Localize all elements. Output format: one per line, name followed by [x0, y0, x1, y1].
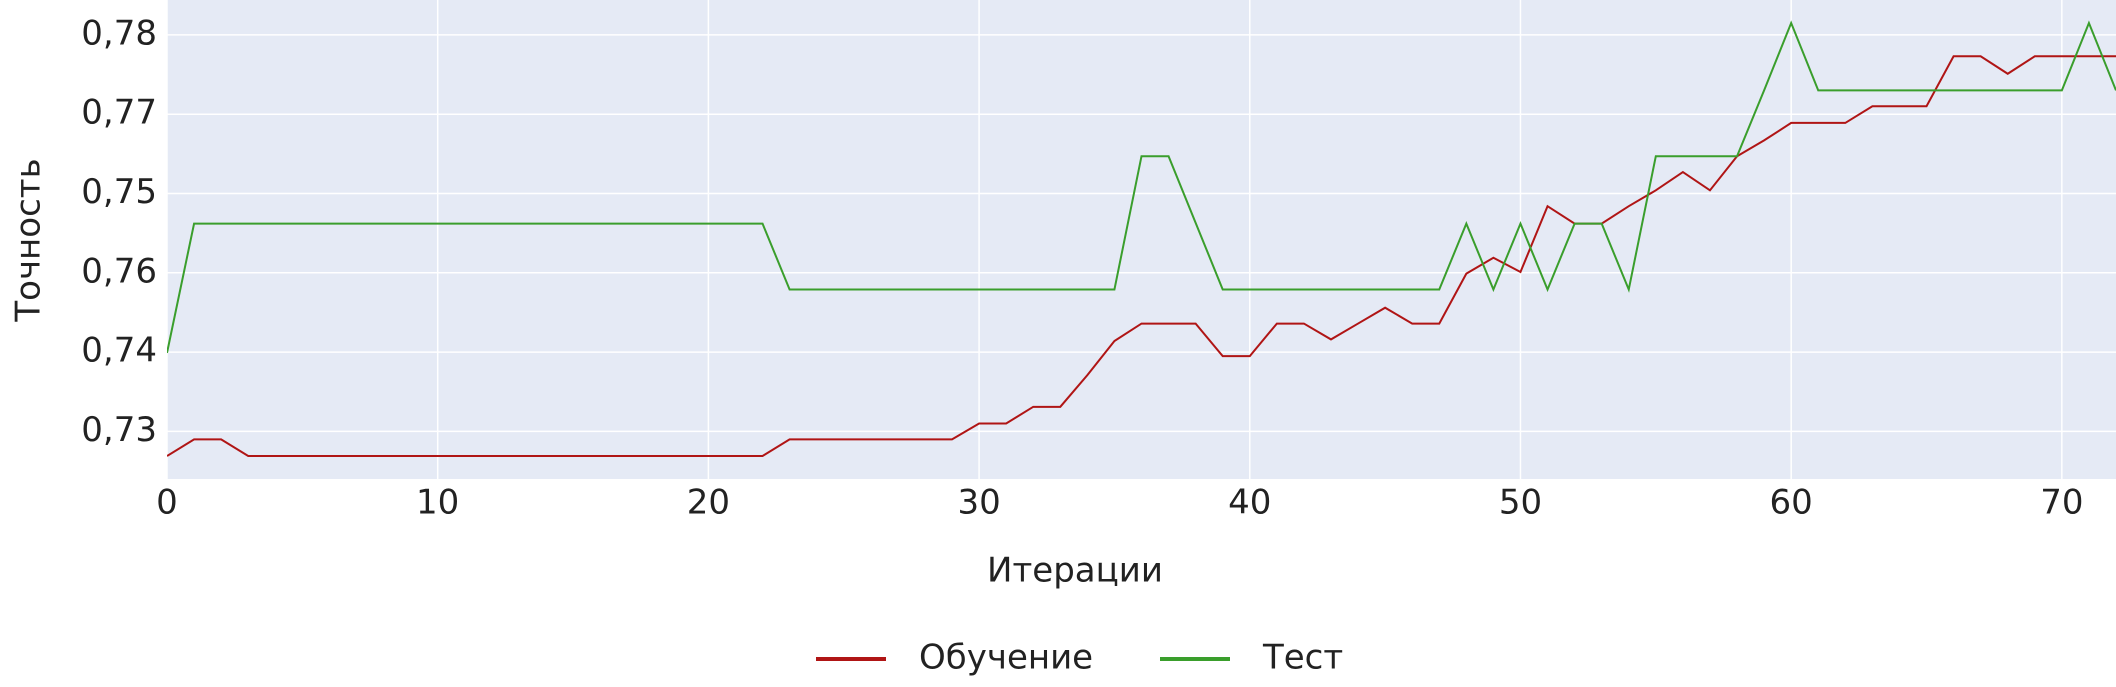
grid: [166, 0, 2116, 479]
x-tick-label: 0: [156, 483, 178, 523]
x-tick-label: 70: [2040, 483, 2083, 523]
y-tick-label: 0,77: [81, 93, 157, 133]
y-axis-label: Точность: [9, 158, 49, 322]
x-tick-label: 60: [1770, 483, 1813, 523]
plot-area: [167, 0, 2116, 479]
x-tick-label: 20: [687, 483, 730, 523]
y-tick-label: 0,76: [81, 251, 157, 291]
y-tick-label: 0,78: [81, 13, 157, 53]
lines: [167, 20, 2116, 458]
legend-label: Обучение: [919, 638, 1093, 678]
legend: Обучение Тест: [816, 638, 1343, 678]
x-axis-label: Итерации: [987, 551, 1163, 591]
series-line: [167, 20, 2116, 354]
legend-label: Тест: [1262, 638, 1343, 678]
y-tick-label: 0,74: [81, 331, 157, 371]
y-tick-label: 0,75: [81, 172, 157, 212]
x-tick-label: 40: [1228, 483, 1271, 523]
y-tick-label: 0,73: [81, 410, 157, 450]
x-tick-label: 10: [416, 483, 459, 523]
series-line: [167, 55, 2116, 458]
x-tick-label: 50: [1499, 483, 1542, 523]
x-tick-label: 30: [957, 483, 1000, 523]
